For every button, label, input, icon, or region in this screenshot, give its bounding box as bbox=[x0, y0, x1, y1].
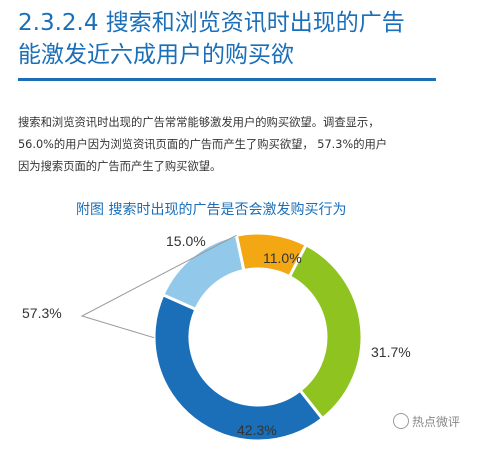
title-divider bbox=[18, 78, 436, 81]
paragraph-line: 因为搜索页面的广告而产生了购买欲望。 bbox=[18, 160, 222, 173]
chart-title: 附图 搜索时出现的广告是否会激发购买行为 bbox=[76, 202, 347, 218]
paragraph-line: 56.0%的用户因为浏览资讯页面的广告而产生了购买欲望， 57.3%的用户 bbox=[18, 138, 388, 151]
donut-slice bbox=[287, 242, 364, 421]
paragraph-line: 搜索和浏览资讯时出现的广告常常能够激发用户的购买欲望。调查显示， bbox=[18, 116, 380, 129]
page-title-line2: 能激发近六成用户的购买欲 bbox=[18, 42, 294, 68]
watermark-text: 热点微评 bbox=[412, 415, 461, 429]
page-title: 2.3.2.4 搜索和浏览资讯时出现的广告 bbox=[18, 10, 405, 36]
slice-label-15: 15.0% bbox=[166, 233, 206, 249]
wechat-icon bbox=[393, 413, 409, 429]
slice-label-11: 11.0% bbox=[263, 250, 302, 266]
intro-paragraph: 搜索和浏览资讯时出现的广告常常能够激发用户的购买欲望。调查显示， 56.0%的用… bbox=[18, 112, 438, 178]
slice-label-31: 31.7% bbox=[371, 344, 411, 360]
callout-label: 57.3% bbox=[22, 305, 62, 321]
donut-slice bbox=[152, 292, 325, 443]
slice-label-42: 42.3% bbox=[237, 422, 277, 438]
callout-bracket bbox=[80, 234, 237, 339]
